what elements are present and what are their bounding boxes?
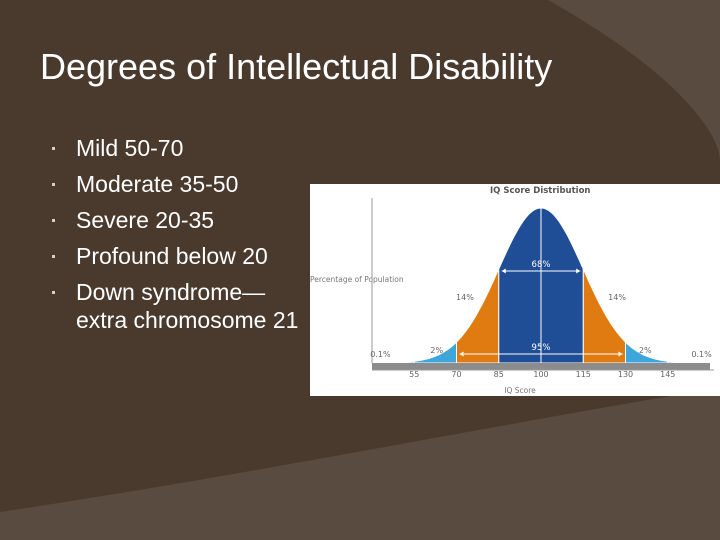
range-label: 68% <box>532 260 551 270</box>
chart-title: IQ Score Distribution <box>490 186 590 196</box>
bullet-text: Mild 50-70 <box>76 135 184 161</box>
band-7 <box>667 360 711 364</box>
bullet-marker <box>52 183 55 186</box>
background-band-top <box>548 0 720 160</box>
slide-title: Degrees of Intellectual Disability <box>40 46 553 87</box>
iq-distribution-figure: IQ Score Distribution Percentage of Popu… <box>310 184 720 396</box>
y-axis-label: Percentage of Population <box>310 275 404 284</box>
x-axis-label: IQ Score <box>504 386 536 395</box>
bullet-marker <box>52 255 55 258</box>
bullet-text: Moderate 35-50 <box>76 171 239 197</box>
band-percent-label: 2% <box>430 346 443 355</box>
chart-labels: 55 70 85 100 115 130 145 0.1% 2% 14% 34% 34% 14% 2% 0.… <box>370 213 712 379</box>
chart-axes <box>371 198 714 371</box>
band-2 <box>456 268 500 364</box>
band-1 <box>413 340 457 364</box>
range-label: 95% <box>532 343 551 353</box>
band-5 <box>582 268 626 364</box>
background-band-bottom <box>0 388 720 540</box>
x-tick-label: 100 <box>533 370 548 379</box>
x-tick-label: 130 <box>618 370 633 379</box>
bullet-list: Mild 50-70 Moderate 35-50 Severe 20-35 P… <box>50 134 300 342</box>
x-tick-label: 85 <box>494 370 504 379</box>
bullet-text: Severe 20-35 <box>76 207 215 233</box>
range-arrow-head-right <box>576 268 581 274</box>
bullet-item: Down syndrome—extra chromosome 21 <box>50 278 300 334</box>
x-tick-label: 145 <box>660 370 675 379</box>
band-percent-label: 0.1% <box>370 350 391 359</box>
band-percent-label: 14% <box>456 293 474 302</box>
bullet-item: Profound below 20 <box>50 242 300 270</box>
distribution-bands <box>371 207 711 364</box>
bullet-item: Mild 50-70 <box>50 134 300 162</box>
bullet-item: Moderate 35-50 <box>50 170 300 198</box>
range-arrow-head-right <box>618 351 623 357</box>
band-percent-label: 34% <box>557 213 575 222</box>
iq-distribution-chart: IQ Score Distribution Percentage of Popu… <box>310 186 714 395</box>
range-arrow-head-left <box>459 351 464 357</box>
band-3 <box>498 207 542 364</box>
bullet-text: Profound below 20 <box>76 243 268 269</box>
band-6 <box>625 340 669 364</box>
band-percent-label: 2% <box>639 346 652 355</box>
band-4 <box>540 207 584 364</box>
band-percent-label: 14% <box>608 293 626 302</box>
band-0 <box>371 360 415 364</box>
band-percent-label: 0.1% <box>691 350 712 359</box>
bullet-item: Severe 20-35 <box>50 206 300 234</box>
bullet-marker <box>52 291 55 294</box>
range-arrow-head-left <box>501 268 506 274</box>
bullet-marker <box>52 147 55 150</box>
band-percent-label: 34% <box>507 213 525 222</box>
x-tick-label: 55 <box>409 370 419 379</box>
x-tick-label: 115 <box>576 370 591 379</box>
x-tick-label: 70 <box>451 370 461 379</box>
x-axis-bar <box>372 363 710 370</box>
bullet-marker <box>52 219 55 222</box>
bullet-text: Down syndrome—extra chromosome 21 <box>76 279 299 333</box>
